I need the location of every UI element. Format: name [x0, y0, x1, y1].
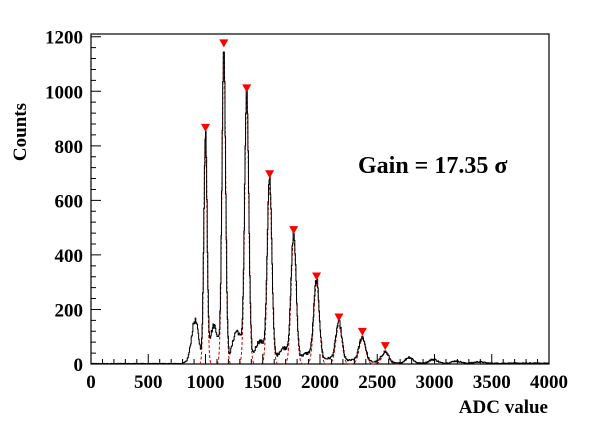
fit-peak-8 [349, 338, 376, 365]
fit-curves [198, 50, 399, 365]
peak-marker-9 [380, 342, 390, 351]
peak-marker-1 [201, 123, 210, 132]
axis-ticks [90, 36, 550, 365]
gain-annotation: Gain = 17.35 σ [358, 153, 507, 179]
fit-peak-3 [238, 95, 256, 365]
x-axis-title: ADC value [459, 397, 548, 418]
fit-peak-1 [198, 134, 213, 365]
fit-peak-5 [283, 235, 304, 365]
y-tick-label: 800 [55, 137, 84, 158]
y-tick-label: 0 [74, 355, 84, 376]
y-tick-label: 400 [55, 246, 84, 267]
peak-marker-7 [334, 313, 344, 322]
peak-markers [201, 39, 390, 351]
x-tick-label: 1000 [187, 372, 225, 393]
x-tick-label: 500 [134, 372, 163, 393]
peak-marker-5 [289, 226, 299, 235]
peak-marker-8 [357, 327, 367, 336]
histogram [90, 51, 549, 365]
y-tick-label: 1200 [45, 28, 83, 49]
peak-marker-3 [242, 84, 252, 93]
ticks [90, 36, 550, 365]
y-tick-label: 1000 [45, 82, 83, 103]
fit-peak-4 [260, 181, 279, 365]
x-tick-label: 3500 [473, 372, 511, 393]
x-tick-label: 0 [86, 372, 96, 393]
peak-marker-2 [219, 39, 229, 48]
x-tick-label: 2500 [358, 372, 396, 393]
fit-peak-2 [216, 50, 232, 365]
x-tick-label: 3000 [416, 372, 454, 393]
x-tick-label: 2000 [301, 372, 339, 393]
y-tick-label: 600 [55, 191, 84, 212]
x-tick-label: 1500 [244, 372, 282, 393]
peak-marker-4 [265, 170, 275, 179]
y-axis-title: Counts [10, 103, 31, 161]
x-tick-label: 4000 [530, 372, 568, 393]
tick-labels: 0 500 1000 1500 2000 2500 3000 3500 4000 0 200 400 6… [45, 28, 568, 393]
fit-peak-6 [305, 282, 328, 365]
peak-marker-6 [312, 272, 322, 281]
plot-frame [90, 33, 550, 365]
y-tick-label: 200 [55, 300, 84, 321]
plot-border [90, 33, 550, 365]
histogram-line [90, 51, 549, 365]
